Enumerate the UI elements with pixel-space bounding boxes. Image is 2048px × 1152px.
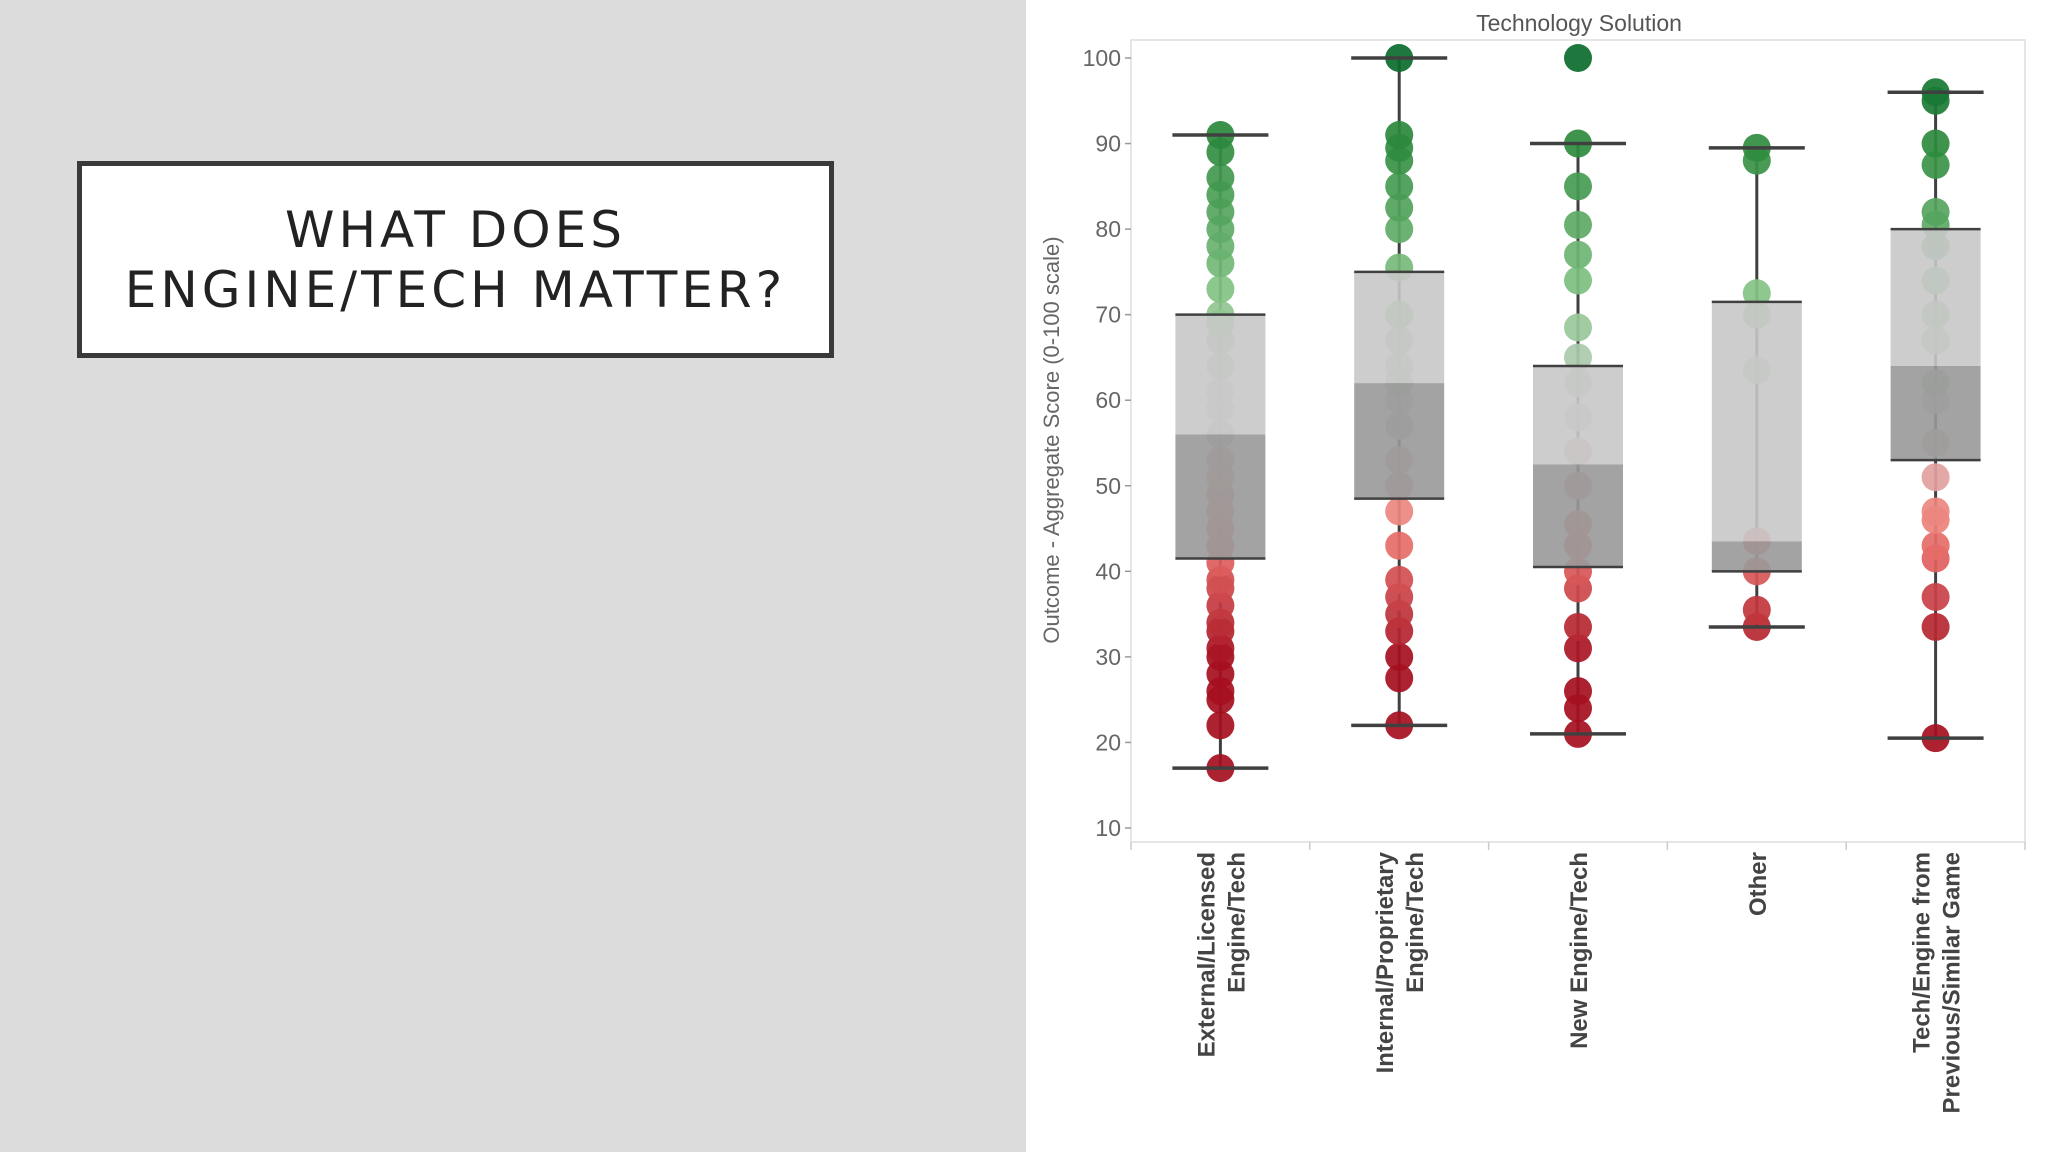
data-point xyxy=(1564,172,1592,201)
data-point xyxy=(1921,531,1950,560)
data-point xyxy=(1564,266,1592,295)
data-point xyxy=(1385,497,1414,526)
y-tick-label: 60 xyxy=(1095,387,1121,413)
box-lower xyxy=(1711,541,1802,572)
slide-title-line-1: WHAT DOES xyxy=(285,200,626,259)
box-upper xyxy=(1711,301,1802,542)
data-point xyxy=(1385,664,1414,693)
y-tick-label: 10 xyxy=(1095,815,1121,841)
slide-title-box: WHAT DOES ENGINE/TECH MATTER? xyxy=(77,161,834,358)
x-category-label: Other xyxy=(1745,852,1772,916)
box-upper xyxy=(1175,314,1266,435)
box-group xyxy=(1887,78,1984,753)
x-category-label-line: Previous/Similar Game xyxy=(1939,852,1966,1113)
data-point xyxy=(1921,150,1950,179)
y-axis-label: Outcome - Aggregate Score (0-100 scale) xyxy=(1039,236,1064,643)
data-point xyxy=(1564,612,1592,641)
box-upper xyxy=(1533,366,1623,465)
data-point xyxy=(1742,279,1771,308)
data-point xyxy=(1921,583,1950,611)
data-point xyxy=(1921,612,1950,641)
data-point xyxy=(1742,595,1771,624)
data-point xyxy=(1564,343,1592,372)
chart-title: Technology Solution xyxy=(1476,10,1682,36)
y-tick-label: 30 xyxy=(1095,644,1121,670)
chart-area: Technology Solution Outcome - Aggregate … xyxy=(1026,0,2048,1152)
y-tick-label: 90 xyxy=(1095,131,1121,157)
data-point xyxy=(1206,163,1235,192)
y-tick-label: 40 xyxy=(1095,558,1121,584)
box-lower xyxy=(1533,464,1623,568)
slide-left-panel: WHAT DOES ENGINE/TECH MATTER? xyxy=(0,0,1026,1152)
data-point xyxy=(1385,531,1414,560)
x-category-label-line: External/Licensed xyxy=(1193,852,1220,1057)
data-point xyxy=(1385,565,1414,594)
box-lower xyxy=(1354,383,1445,499)
x-category-label: External/Licensed Engine/Tech xyxy=(1193,852,1250,1057)
box-upper xyxy=(1890,229,1981,366)
data-point xyxy=(1206,275,1235,303)
y-tick-label: 80 xyxy=(1095,216,1121,242)
data-point xyxy=(1564,677,1592,706)
data-point xyxy=(1385,193,1414,222)
y-tick-label: 50 xyxy=(1095,473,1121,499)
box-plot-chart: Technology Solution Outcome - Aggregate … xyxy=(1039,10,2026,1113)
x-category-label-line: Engine/Tech xyxy=(1402,852,1429,993)
data-point xyxy=(1206,711,1235,740)
box-upper xyxy=(1354,271,1445,384)
slide-title: WHAT DOES ENGINE/TECH MATTER? xyxy=(125,200,786,320)
x-category-label: Tech/Engine from Previous/Similar Game xyxy=(1909,852,1966,1113)
x-category-label-line: New Engine/Tech xyxy=(1566,852,1593,1049)
data-point xyxy=(1921,463,1950,492)
box-group xyxy=(1351,44,1448,740)
data-point xyxy=(1564,634,1592,663)
x-category-label-line: Tech/Engine from xyxy=(1909,852,1936,1053)
box-lower xyxy=(1890,366,1981,461)
x-category-label-line: Other xyxy=(1745,852,1772,916)
box-group xyxy=(1172,121,1269,783)
x-category-label: New Engine/Tech xyxy=(1566,852,1593,1049)
box-lower xyxy=(1175,434,1266,559)
data-point xyxy=(1385,642,1414,671)
data-point xyxy=(1385,121,1414,149)
data-point xyxy=(1564,210,1592,239)
box-group xyxy=(1530,44,1626,748)
data-point xyxy=(1921,198,1950,226)
x-category-label-line: Internal/Proprietary xyxy=(1372,851,1399,1073)
y-tick-label: 20 xyxy=(1095,729,1121,755)
data-point xyxy=(1385,215,1414,244)
x-category-label: Internal/Proprietary Engine/Tech xyxy=(1372,851,1429,1073)
box-group xyxy=(1708,133,1805,641)
y-tick-label: 100 xyxy=(1083,45,1121,71)
data-point xyxy=(1921,497,1950,526)
data-point xyxy=(1921,129,1950,158)
x-category-label-line: Engine/Tech xyxy=(1223,852,1250,993)
data-point xyxy=(1564,240,1592,269)
data-point xyxy=(1564,44,1592,72)
y-tick-label: 70 xyxy=(1095,302,1121,328)
data-point xyxy=(1564,313,1592,342)
data-point xyxy=(1385,172,1414,201)
plot-frame xyxy=(1130,39,2026,843)
slide-title-line-2: ENGINE/TECH MATTER? xyxy=(124,260,787,319)
